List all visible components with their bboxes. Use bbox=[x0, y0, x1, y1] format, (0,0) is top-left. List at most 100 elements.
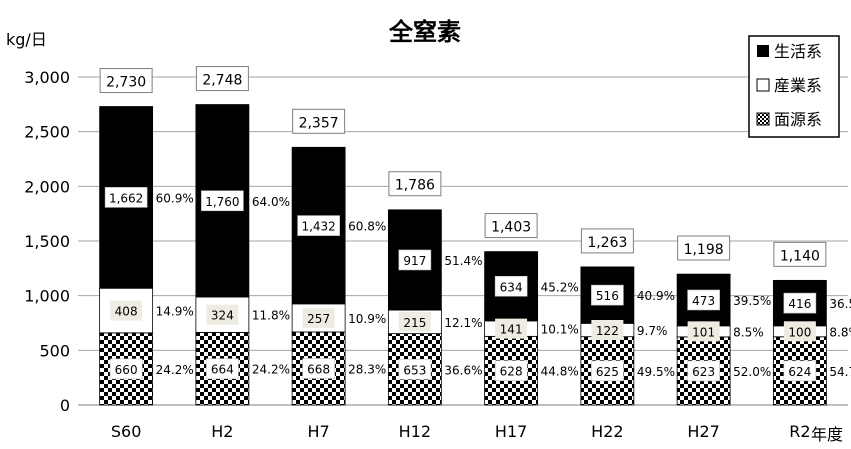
segment-label-bg bbox=[110, 300, 143, 321]
legend-label-seikatsu: 生活系 bbox=[774, 42, 822, 61]
legend-swatch-sangyou bbox=[756, 78, 770, 92]
x-tick-label: S60 bbox=[111, 422, 142, 441]
segment-percent-label: 24.2% bbox=[252, 363, 290, 377]
segment-percent-label: 28.3% bbox=[348, 362, 386, 376]
segment-label-bg bbox=[783, 292, 817, 314]
x-axis-ticks: S60 H2 H7 H12 H17 H22 H27 R2 bbox=[111, 422, 811, 441]
segment-percent-label: 52.0% bbox=[733, 365, 771, 379]
segment-percent-label: 36.6% bbox=[444, 363, 482, 377]
segment-percent-label: 14.9% bbox=[156, 305, 194, 319]
segment-value-label: 624 bbox=[788, 365, 811, 379]
total-label: 2,357 bbox=[299, 115, 339, 131]
gridlines bbox=[78, 76, 848, 406]
total-label-box bbox=[677, 235, 731, 261]
segment-value-label: 653 bbox=[403, 363, 426, 377]
total-label: 1,263 bbox=[587, 235, 627, 251]
y-tick-label: 500 bbox=[39, 341, 70, 360]
segment-percent-label: 40.9% bbox=[637, 289, 675, 303]
segment-value-label: 623 bbox=[692, 365, 715, 379]
bar-group: 624 54.7% 100 8.8% 416 36.5% 1,140 bbox=[772, 241, 851, 406]
segment-percent-label: 51.4% bbox=[444, 254, 482, 268]
segment-label-bg bbox=[687, 289, 720, 311]
bar-group: 623 52.0% 101 8.5% 473 39.5% 1,198 bbox=[676, 235, 771, 406]
x-tick-label: H27 bbox=[687, 422, 719, 441]
x-tick-label: R2 bbox=[789, 422, 810, 441]
x-axis-label: 年度 bbox=[811, 425, 843, 444]
segment-value-label: 668 bbox=[307, 362, 330, 376]
segment-value-label: 416 bbox=[788, 297, 811, 311]
segment-value-label: 101 bbox=[692, 325, 715, 339]
total-label: 2,748 bbox=[202, 73, 242, 89]
segment-label-bg bbox=[494, 275, 528, 297]
segment-percent-label: 24.2% bbox=[156, 363, 194, 377]
y-tick-label: 1,000 bbox=[24, 287, 70, 306]
segment-label-bg bbox=[206, 358, 239, 380]
total-label: 1,786 bbox=[395, 178, 435, 194]
bars: 660 24.2% 408 14.9% 1,662 60.9% 2,730 664 24.2% 3… bbox=[99, 66, 851, 406]
total-label-box bbox=[195, 66, 249, 92]
total-label-box bbox=[388, 171, 442, 197]
segment-label-bg bbox=[783, 360, 817, 382]
segment-label-bg bbox=[109, 358, 143, 380]
segment-value-label: 664 bbox=[211, 363, 234, 377]
y-tick-label: 1,500 bbox=[24, 232, 70, 251]
x-tick-label: H22 bbox=[591, 422, 623, 441]
segment-percent-label: 12.1% bbox=[444, 316, 482, 330]
segment-value-label: 628 bbox=[500, 365, 523, 379]
bar-group: 668 28.3% 257 10.9% 1,432 60.8% 2,357 bbox=[291, 108, 386, 406]
segment-value-label: 516 bbox=[596, 289, 619, 303]
segment-label-bg bbox=[495, 318, 528, 339]
segment-value-label: 625 bbox=[596, 365, 619, 379]
x-tick-label: H7 bbox=[308, 422, 330, 441]
segment-label-bg bbox=[206, 304, 239, 325]
x-tick-label: H2 bbox=[211, 422, 233, 441]
segment-percent-label: 8.8% bbox=[829, 325, 851, 339]
y-axis-ticks: 0 500 1,000 1,500 2,000 2,500 3,000 bbox=[24, 68, 70, 415]
segment-label-bg bbox=[687, 321, 720, 342]
segment-value-label: 473 bbox=[692, 294, 715, 308]
segment-label-bg bbox=[201, 190, 244, 212]
segment-value-label: 122 bbox=[596, 324, 619, 338]
segment-label-bg bbox=[398, 359, 432, 380]
segment-value-label: 141 bbox=[500, 323, 523, 337]
segment-value-label: 100 bbox=[788, 325, 811, 339]
segment-label-bg bbox=[398, 311, 431, 332]
bar-group: 653 36.6% 215 12.1% 917 51.4% 1,786 bbox=[387, 171, 483, 406]
segment-value-label: 917 bbox=[403, 254, 426, 268]
bar-group: 625 49.5% 122 9.7% 516 40.9% 1,263 bbox=[580, 228, 675, 406]
y-axis-label: kg/日 bbox=[6, 30, 47, 49]
segment-percent-label: 11.8% bbox=[252, 309, 290, 323]
segment-percent-label: 49.5% bbox=[637, 365, 675, 379]
x-tick-label: H17 bbox=[495, 422, 527, 441]
legend: 生活系 産業系 面源系 bbox=[748, 35, 840, 138]
segment-percent-label: 10.9% bbox=[348, 312, 386, 326]
total-label: 1,403 bbox=[491, 220, 531, 236]
segment-value-label: 324 bbox=[211, 309, 234, 323]
segment-label-bg bbox=[591, 360, 624, 382]
total-label: 1,140 bbox=[780, 248, 820, 264]
segment-percent-label: 36.5% bbox=[829, 297, 851, 311]
chart-title: 全窒素 bbox=[388, 18, 461, 46]
segment-percent-label: 54.7% bbox=[829, 365, 851, 379]
y-tick-label: 0 bbox=[60, 396, 70, 415]
segment-label-bg bbox=[302, 358, 335, 379]
total-label-box bbox=[99, 68, 153, 94]
total-label-box bbox=[292, 108, 346, 134]
total-label: 1,198 bbox=[684, 242, 724, 258]
segment-percent-label: 60.8% bbox=[348, 220, 386, 234]
bar-group: 628 44.8% 141 10.1% 634 45.2% 1,403 bbox=[484, 213, 579, 406]
legend-item-sangyou: 産業系 bbox=[756, 76, 822, 95]
bar-group: 664 24.2% 324 11.8% 1,760 64.0% 2,748 bbox=[195, 66, 290, 406]
segment-label-bg bbox=[494, 360, 528, 381]
total-label-box bbox=[580, 228, 634, 254]
segment-percent-label: 10.1% bbox=[541, 323, 579, 337]
segment-percent-label: 8.5% bbox=[733, 325, 764, 339]
segment-value-label: 660 bbox=[115, 363, 138, 377]
segment-value-label: 215 bbox=[403, 316, 426, 330]
segment-value-label: 1,662 bbox=[109, 191, 143, 205]
legend-label-sangyou: 産業系 bbox=[774, 76, 822, 95]
legend-item-mengen: 面源系 bbox=[756, 110, 822, 129]
legend-swatch-mengen bbox=[756, 112, 770, 126]
bar-group: 660 24.2% 408 14.9% 1,662 60.9% 2,730 bbox=[99, 68, 194, 406]
